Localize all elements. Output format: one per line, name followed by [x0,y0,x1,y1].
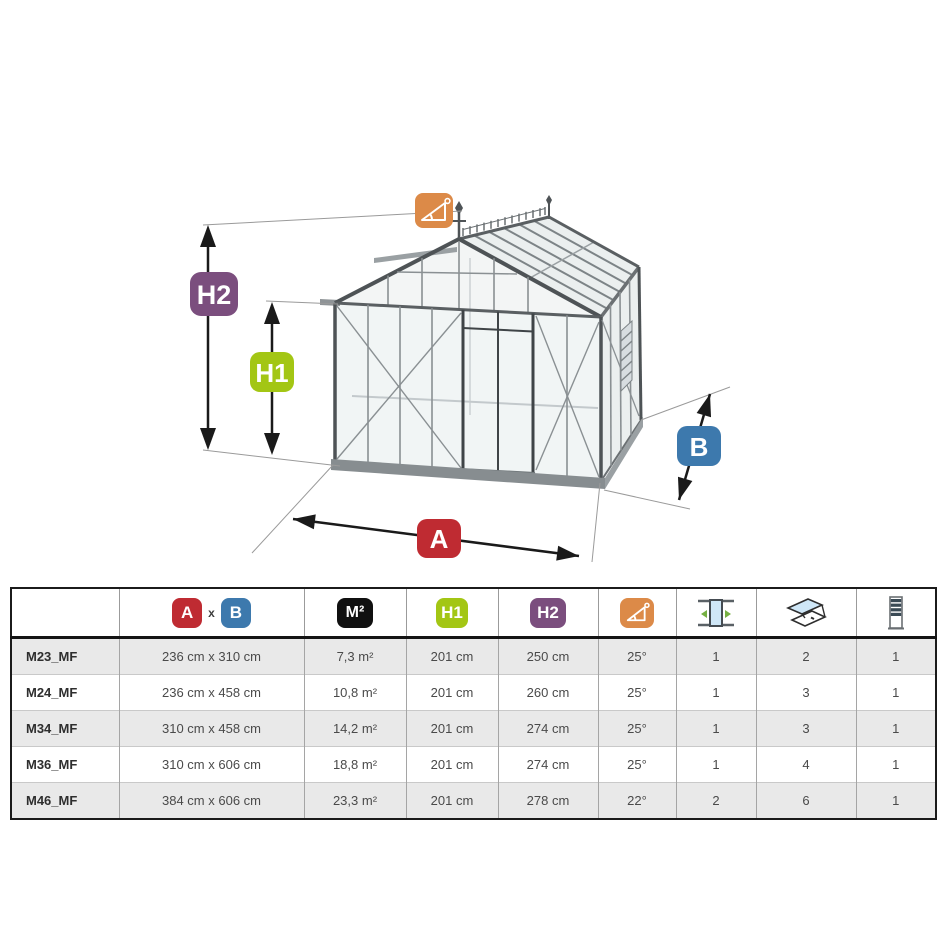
table-row: M34_MF 310 cm x 458 cm 14,2 m² 201 cm 27… [11,710,936,747]
ridge-cresting [462,207,546,236]
col-header-h1: H1 [405,588,498,639]
table-row: M36_MF 310 cm x 606 cm 18,8 m² 201 cm 27… [11,746,936,783]
dims-cell: 384 cm x 606 cm [118,782,304,819]
h2-cell: 274 cm [497,710,598,747]
col-header-louvres [855,588,936,639]
h2-header-badge: H2 [530,597,566,628]
roof-windows-cell: 6 [755,782,856,819]
h1-cell: 201 cm [405,782,498,819]
louvres-cell: 1 [855,782,936,819]
doors-cell: 1 [675,637,756,675]
svg-text:B: B [690,432,709,462]
svg-text:H2: H2 [197,280,232,310]
area-cell: 7,3 m² [303,637,406,675]
svg-text:A: A [430,524,449,554]
angle-cell: 22° [597,782,676,819]
roof-angle-badge [415,193,453,228]
louvre-vent-icon [887,595,904,629]
col-header-h2: H2 [497,588,598,639]
area-cell: 10,8 m² [303,674,406,711]
h2-cell: 274 cm [497,746,598,783]
h1-cell: 201 cm [405,746,498,783]
a-header-badge: A [172,597,203,628]
angle-cell: 25° [597,746,676,783]
angle-cell: 25° [597,637,676,675]
times-separator: x [208,605,215,620]
area-cell: 23,3 m² [303,782,406,819]
model-cell: M34_MF [11,710,119,747]
sliding-door-icon [698,598,734,627]
roof-windows-cell: 4 [755,746,856,783]
h1-badge: H1 [250,352,294,392]
model-cell: M24_MF [11,674,119,711]
doors-cell: 1 [675,746,756,783]
roof-windows-cell: 3 [755,710,856,747]
b-header-badge: B [220,597,251,628]
louvre-window [620,319,633,393]
roof-windows-cell: 3 [755,674,856,711]
roof-angle-icon [421,197,451,221]
greenhouse-illustration [320,195,643,489]
h1-header-badge: H1 [436,597,468,628]
area-cell: 18,8 m² [303,746,406,783]
col-header-model [11,588,119,639]
h2-cell: 250 cm [497,637,598,675]
roof-angle-icon [626,602,650,622]
doors-cell: 1 [675,674,756,711]
doors-cell: 2 [675,782,756,819]
roof-angle-header-badge [620,597,654,628]
model-cell: M23_MF [11,637,119,675]
roof-windows-cell: 2 [755,637,856,675]
area-cell: 14,2 m² [303,710,406,747]
dims-cell: 236 cm x 310 cm [118,637,304,675]
h1-cell: 201 cm [405,674,498,711]
angle-cell: 25° [597,710,676,747]
col-header-area: M² [303,588,406,639]
h2-cell: 278 cm [497,782,598,819]
roof-window-icon [786,597,827,627]
louvres-cell: 1 [855,746,936,783]
louvres-cell: 1 [855,637,936,675]
greenhouse-dimension-diagram: H2 H1 A B [190,193,731,563]
m2-header-badge: M² [337,597,373,628]
b-badge: B [677,426,721,466]
louvres-cell: 1 [855,674,936,711]
angle-cell: 25° [597,674,676,711]
dims-cell: 310 cm x 606 cm [118,746,304,783]
dims-cell: 236 cm x 458 cm [118,674,304,711]
a-badge: A [417,519,461,558]
h2-badge: H2 [190,272,238,316]
col-header-doors [675,588,756,639]
col-header-roof-angle [597,588,676,639]
louvres-cell: 1 [855,710,936,747]
col-header-roof-windows [755,588,856,639]
table-row: M46_MF 384 cm x 606 cm 23,3 m² 201 cm 27… [11,782,936,819]
dims-cell: 310 cm x 458 cm [118,710,304,747]
h1-cell: 201 cm [405,637,498,675]
h2-cell: 260 cm [497,674,598,711]
model-cell: M36_MF [11,746,119,783]
svg-text:H1: H1 [255,358,288,388]
table-row: M24_MF 236 cm x 458 cm 10,8 m² 201 cm 26… [11,674,936,711]
table-row: M23_MF 236 cm x 310 cm 7,3 m² 201 cm 250… [11,637,936,675]
model-cell: M46_MF [11,782,119,819]
doors-cell: 1 [675,710,756,747]
h1-cell: 201 cm [405,710,498,747]
